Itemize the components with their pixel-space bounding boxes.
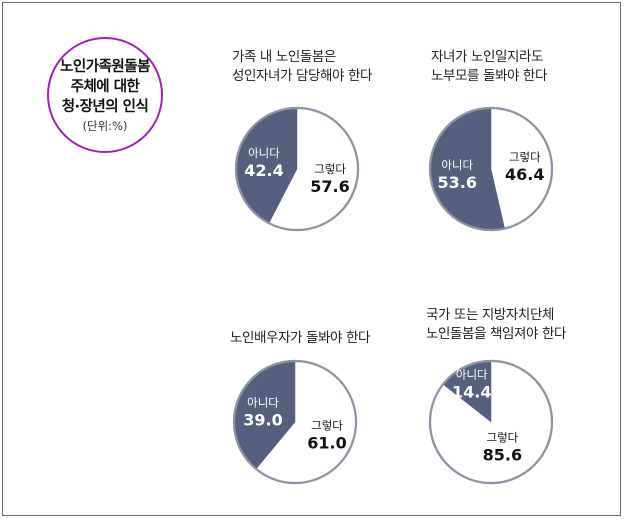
pie-1-value-no: 42.4 [244,161,283,180]
pie-1-value-yes: 57.6 [310,177,349,196]
pie-4-title-line-2-text: 노인돌봄을 책임져야 한다 [426,326,567,342]
pie-2-slice-yes [491,108,552,229]
pie-3-value-yes: 61.0 [307,434,346,453]
pie-3-title-line-1: 노인배우자가 돌봐야 한다 [230,330,371,346]
pie-1-title-line-1: 가족 내 노인돌봄은 [232,49,336,65]
figure-title-line-3: 청·장년의 인식 [61,98,149,115]
pie-4-title-line-2: 노인돌봄을 책임져야 한다 [426,325,566,344]
pie-2-title-line-1: 자녀가 노인일지라도 [431,49,544,65]
pie-1-rim [234,106,360,232]
pie-2-label-no: 아니다 [441,158,473,172]
pie-1-slice-yes [268,108,359,230]
figure-title-line-2: 주체에 대한 [70,78,140,95]
pie-3-slice-yes [256,361,356,483]
pie-3-title: 노인배우자가 돌봐야 한다 [230,329,370,348]
pie-1-title: 가족 내 노인돌봄은 성인자녀가 담당해야 한다 [232,48,372,86]
pie-1-label-yes: 그렇다 [314,162,346,176]
pie-4-label-yes: 그렇다 [486,430,518,444]
pie-2-rim [428,106,554,232]
figure-title-line-1: 노인가족원돌봄 [60,58,150,75]
unit-label: (단위:%) [82,118,128,133]
pie-4-value-no: 14.4 [452,382,491,401]
pie-2-label-yes: 그렇다 [509,150,541,164]
pie-3-label-no: 아니다 [247,395,279,409]
pie-2-value-no: 53.6 [437,173,476,192]
pie-2-title: 자녀가 노인일지라도 노부모를 돌봐야 한다 [431,48,547,86]
figure-title-badge: 노인가족원돌봄 주체에 대한 청·장년의 인식 (단위:%) [47,37,163,153]
pie-4-value-yes: 85.6 [483,445,522,464]
pie-2-value-yes: 46.4 [505,165,544,184]
pie-3-label-yes: 그렇다 [311,419,343,433]
pie-4-rim [428,359,554,485]
pie-1-title-line-2: 성인자녀가 담당해야 한다 [232,68,373,84]
pie-2-title-line-2: 노부모를 돌봐야 한다 [431,68,547,84]
pie-1-label-no: 아니다 [248,146,280,160]
pie-4-label-no: 아니다 [456,367,488,381]
pie-4-title-line-1: 국가 또는 지방자치단체 [426,307,554,323]
pie-4-title: 국가 또는 지방자치단체 노인돌봄을 책임져야 한다 [426,306,566,344]
pie-3-value-no: 39.0 [243,410,282,429]
pie-3-rim [232,359,358,485]
figure-frame [2,2,621,516]
